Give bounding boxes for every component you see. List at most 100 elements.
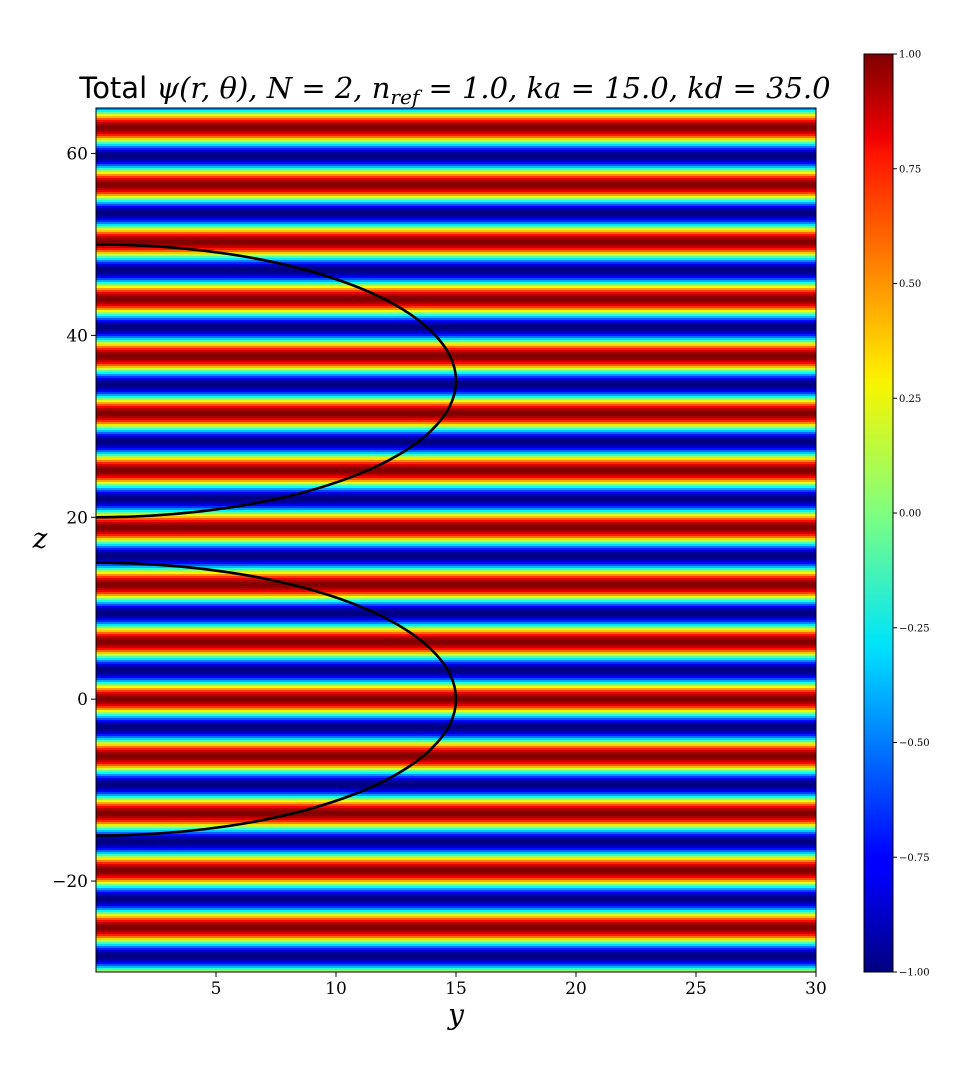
heatmap-row: [96, 458, 816, 461]
heatmap-row: [96, 398, 816, 401]
heatmap-row: [96, 460, 816, 463]
heatmap-row: [96, 240, 816, 243]
heatmap-row: [96, 522, 816, 525]
heatmap-row: [96, 134, 816, 137]
heatmap-row: [96, 472, 816, 475]
heatmap-row: [96, 114, 816, 117]
heatmap-row: [96, 198, 816, 201]
heatmap-row: [96, 346, 816, 349]
heatmap-row: [96, 866, 816, 869]
heatmap-row: [96, 812, 816, 815]
heatmap-row: [96, 344, 816, 347]
heatmap-row: [96, 266, 816, 269]
heatmap-row: [96, 720, 816, 723]
heatmap-row: [96, 154, 816, 157]
heatmap-row: [96, 274, 816, 277]
heatmap-row: [96, 324, 816, 327]
heatmap-row: [96, 686, 816, 689]
heatmap-row: [96, 108, 816, 111]
heatmap-row: [96, 782, 816, 785]
heatmap-row: [96, 490, 816, 493]
heatmap-row: [96, 928, 816, 931]
heatmap-row: [96, 364, 816, 367]
heatmap-row: [96, 632, 816, 635]
heatmap-row: [96, 652, 816, 655]
heatmap-row: [96, 428, 816, 431]
heatmap-field: [96, 108, 816, 972]
heatmap-row: [96, 270, 816, 273]
heatmap-row: [96, 492, 816, 495]
heatmap-row: [96, 676, 816, 679]
heatmap-row: [96, 272, 816, 275]
heatmap-row: [96, 820, 816, 823]
heatmap-row: [96, 598, 816, 601]
heatmap-row: [96, 590, 816, 593]
heatmap-row: [96, 602, 816, 605]
heatmap-row: [96, 728, 816, 731]
sphere-outline-1: [96, 561, 458, 837]
heatmap-row: [96, 760, 816, 763]
heatmap-row: [96, 242, 816, 245]
heatmap-row: [96, 318, 816, 321]
colorbar-tick-label: −1.00: [899, 968, 930, 979]
heatmap-row: [96, 626, 816, 629]
heatmap-row: [96, 480, 816, 483]
heatmap-row: [96, 210, 816, 213]
heatmap-row: [96, 128, 816, 131]
heatmap-row: [96, 586, 816, 589]
heatmap-row: [96, 718, 816, 721]
colorbar-tick-label: −0.50: [899, 738, 930, 749]
heatmap-row: [96, 582, 816, 585]
heatmap-row: [96, 852, 816, 855]
heatmap-row: [96, 606, 816, 609]
heatmap-row: [96, 440, 816, 443]
heatmap-row: [96, 774, 816, 777]
y-tick-label: 60: [66, 144, 88, 164]
heatmap-row: [96, 854, 816, 857]
heatmap-row: [96, 810, 816, 813]
heatmap-row: [96, 878, 816, 881]
heatmap-row: [96, 926, 816, 929]
heatmap-row: [96, 898, 816, 901]
heatmap-row: [96, 360, 816, 363]
heatmap-row: [96, 470, 816, 473]
heatmap-row: [96, 516, 816, 519]
heatmap-row: [96, 334, 816, 337]
heatmap-row: [96, 452, 816, 455]
heatmap-row: [96, 124, 816, 127]
heatmap-row: [96, 788, 816, 791]
heatmap-row: [96, 250, 816, 253]
heatmap-row: [96, 960, 816, 963]
heatmap-row: [96, 468, 816, 471]
heatmap-row: [96, 156, 816, 159]
heatmap-row: [96, 180, 816, 183]
heatmap-row: [96, 956, 816, 959]
heatmap-row: [96, 276, 816, 279]
heatmap-row: [96, 326, 816, 329]
heatmap-row: [96, 792, 816, 795]
colorbar-tick-label: −0.25: [899, 623, 930, 634]
colorbar-tick-label: 0.50: [899, 279, 921, 290]
heatmap-row: [96, 482, 816, 485]
heatmap-row: [96, 766, 816, 769]
heatmap-row: [96, 648, 816, 651]
heatmap-row: [96, 752, 816, 755]
heatmap-row: [96, 684, 816, 687]
y-tick-label: −20: [52, 872, 88, 892]
heatmap-row: [96, 920, 816, 923]
heatmap-row: [96, 466, 816, 469]
heatmap-row: [96, 520, 816, 523]
heatmap-row: [96, 396, 816, 399]
heatmap-row: [96, 842, 816, 845]
heatmap-row: [96, 314, 816, 317]
heatmap-row: [96, 182, 816, 185]
heatmap-row: [96, 138, 816, 141]
heatmap-row: [96, 236, 816, 239]
colorbar-ticks: 1.00 0.75 0.50 0.25 0.00 −0.25 −0.50 −0.75 −1.00: [893, 50, 930, 979]
heatmap-row: [96, 260, 816, 263]
heatmap-row: [96, 284, 816, 287]
heatmap-row: [96, 174, 816, 177]
heatmap-row: [96, 830, 816, 833]
heatmap-row: [96, 500, 816, 503]
heatmap-row: [96, 808, 816, 811]
